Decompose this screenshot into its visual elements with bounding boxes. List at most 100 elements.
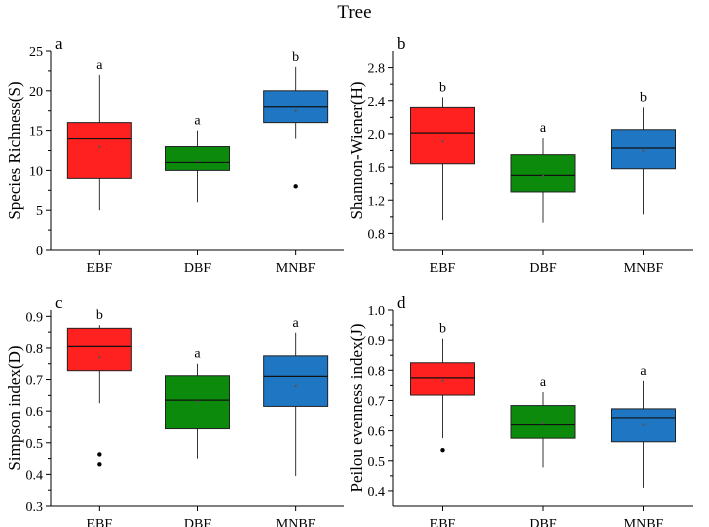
outlier-point: [97, 452, 102, 457]
figure-title: Tree: [337, 2, 372, 23]
y-tick-label: 0.3: [26, 500, 44, 515]
panel-a: 0 5 10 15 20 25 a Species Richness(S) a EBF a DBF b M…: [5, 34, 344, 276]
significance-letter: b: [439, 80, 446, 95]
y-tick-label: 0.5: [368, 455, 386, 470]
box-dbf: a: [165, 114, 230, 203]
box-iqr: [410, 106, 475, 165]
significance-letter: a: [540, 375, 547, 390]
box-mnbf: b: [611, 90, 676, 215]
outlier-point: [97, 462, 102, 467]
y-tick-label: 0: [36, 244, 43, 259]
y-tick-label: 5: [36, 204, 43, 219]
y-tick-label: 1.2: [368, 194, 386, 209]
y-tick-label: 0.9: [368, 334, 386, 349]
panel-label: b: [397, 34, 406, 53]
box-iqr: [66, 327, 132, 372]
mean-marker: [98, 356, 101, 359]
box-iqr: [66, 122, 132, 179]
mean-marker: [441, 379, 444, 383]
x-tick-label: MNBF: [624, 261, 664, 276]
x-tick-label: DBF: [529, 517, 556, 527]
significance-letter: a: [640, 364, 647, 379]
y-tick-label: 1.6: [368, 161, 386, 176]
box-mnbf: a: [611, 364, 676, 488]
y-tick-label: 0.4: [368, 485, 386, 500]
mean-marker: [541, 421, 545, 425]
box-iqr: [611, 129, 676, 170]
box-iqr: [510, 154, 576, 193]
y-tick-label: 0.6: [26, 405, 44, 420]
box-dbf: a: [510, 375, 576, 468]
panel-d: 0.4 0.5 0.6 0.7 0.8 0.9 1.0 d Peilou evenness in…: [347, 293, 693, 527]
y-tick-label: 2.0: [368, 128, 386, 143]
significance-letter: b: [439, 322, 446, 337]
y-tick-label: 0.7: [26, 374, 44, 389]
significance-letter: a: [540, 121, 547, 136]
x-tick-label: DBF: [529, 261, 556, 276]
y-tick-label: 0.6: [368, 425, 386, 440]
outlier-point: [440, 448, 445, 453]
box-ebf: b: [410, 322, 475, 453]
x-tick-label: DBF: [184, 261, 211, 276]
mean-marker: [196, 400, 199, 403]
box-dbf: a: [510, 121, 576, 223]
mean-marker: [642, 149, 645, 152]
y-tick-label: 0.7: [368, 394, 386, 409]
x-tick-label: EBF: [430, 517, 456, 527]
y-tick-label: 10: [29, 164, 43, 179]
box-dbf: a: [165, 347, 230, 459]
mean-marker: [294, 384, 297, 388]
panel-label: d: [397, 293, 406, 312]
x-tick-label: EBF: [87, 517, 113, 527]
box-ebf: b: [66, 308, 132, 467]
x-tick-label: DBF: [184, 517, 211, 527]
x-tick-label: EBF: [430, 261, 456, 276]
mean-marker: [541, 175, 545, 178]
panel-b: 0.8 1.2 1.6 2.0 2.4 2.8 b Shannon-Wiener(H) b EBF…: [347, 34, 693, 276]
y-tick-label: 0.9: [26, 310, 44, 325]
y-axis-title: Simpson index(D): [5, 345, 24, 470]
y-axis-title: Peilou evenness index(J): [347, 323, 366, 492]
mean-marker: [98, 145, 101, 148]
panel-c: 0.3 0.4 0.5 0.6 0.7 0.8 0.9 c Simpson index(D) b E…: [5, 293, 344, 527]
significance-letter: a: [194, 114, 201, 129]
box-ebf: a: [66, 58, 132, 211]
significance-letter: b: [292, 50, 299, 65]
y-tick-label: 15: [29, 125, 43, 140]
mean-marker: [294, 109, 297, 112]
y-tick-label: 0.5: [26, 437, 44, 452]
mean-marker: [196, 159, 199, 163]
mean-marker: [642, 423, 645, 426]
box-iqr: [165, 146, 230, 171]
y-tick-label: 1.0: [368, 304, 386, 319]
x-tick-label: MNBF: [276, 517, 316, 527]
significance-letter: b: [96, 308, 103, 323]
y-tick-label: 20: [29, 85, 43, 100]
y-tick-label: 0.8: [26, 342, 44, 357]
x-tick-label: EBF: [87, 261, 113, 276]
panel-label: a: [55, 34, 63, 53]
x-tick-label: MNBF: [624, 517, 664, 527]
y-axis-title: Shannon-Wiener(H): [347, 81, 366, 219]
y-tick-label: 0.4: [26, 468, 44, 483]
significance-letter: a: [293, 316, 300, 331]
box-iqr: [263, 355, 329, 407]
mean-marker: [441, 140, 444, 143]
y-tick-label: 2.8: [368, 62, 386, 77]
y-tick-label: 25: [29, 45, 43, 60]
y-tick-label: 0.8: [368, 364, 386, 379]
y-tick-label: 0.8: [368, 227, 386, 242]
significance-letter: b: [640, 90, 647, 105]
y-axis-title: Species Richness(S): [5, 81, 24, 219]
box-mnbf: b: [263, 50, 329, 189]
box-mnbf: a: [263, 316, 329, 476]
x-tick-label: MNBF: [276, 261, 316, 276]
panel-label: c: [55, 293, 63, 312]
significance-letter: a: [194, 347, 201, 362]
box-iqr: [410, 362, 475, 396]
box-iqr: [510, 405, 576, 439]
outlier-point: [293, 184, 298, 189]
box-ebf: b: [410, 80, 475, 221]
significance-letter: a: [96, 58, 103, 73]
